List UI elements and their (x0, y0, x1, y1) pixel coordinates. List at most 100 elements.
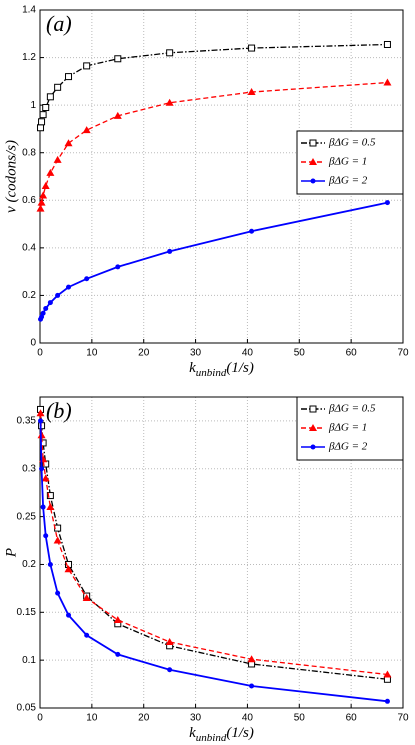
marker (64, 565, 73, 573)
x-tick-label: 20 (138, 348, 150, 359)
marker (247, 88, 256, 96)
marker (83, 62, 91, 70)
legend-label: βΔG = 1 (328, 156, 367, 168)
y-tick-label: 0.2 (22, 559, 36, 570)
marker (309, 158, 317, 165)
marker (47, 300, 53, 306)
marker (84, 276, 90, 282)
marker (115, 264, 121, 270)
x-tick-label: 50 (294, 713, 306, 724)
marker (249, 683, 255, 689)
marker (165, 98, 174, 106)
marker (383, 670, 392, 678)
marker (383, 78, 392, 86)
marker (55, 292, 61, 298)
panel: 0 10 20 30 40 50 60 70 0.05 0.1 0.15 0.2 0.25 0.3 0.35… (3, 396, 409, 744)
marker (38, 118, 46, 126)
series-line (39, 420, 388, 703)
marker (37, 124, 45, 132)
y-tick-label: 0.1 (22, 655, 36, 666)
y-tick-label: 0.25 (17, 511, 37, 522)
marker (39, 466, 45, 472)
axes-frame (39, 396, 404, 709)
marker (43, 306, 49, 312)
marker (114, 55, 122, 63)
x-axis-label: kunbind(1/s) (189, 360, 254, 378)
marker (310, 178, 316, 184)
y-tick-label: 1.4 (22, 5, 36, 16)
marker (46, 503, 55, 511)
marker (247, 655, 256, 663)
x-axis-label: kunbind(1/s) (189, 725, 254, 743)
marker (309, 424, 317, 431)
marker (309, 405, 317, 413)
marker (65, 73, 73, 81)
marker (66, 612, 72, 618)
marker (36, 409, 45, 417)
legend-label: βΔG = 0.5 (328, 403, 376, 415)
marker (167, 248, 173, 254)
legend: βΔG = 0.5 βΔG = 1 βΔG = 2 (296, 396, 404, 461)
x-tick-label: 70 (397, 348, 409, 359)
marker (41, 182, 50, 190)
legend-label: βΔG = 1 (328, 422, 367, 434)
y-tick-label: 0.05 (17, 703, 37, 714)
marker (82, 126, 91, 134)
marker (47, 561, 53, 567)
marker (46, 168, 55, 176)
y-tick-label: 1 (30, 100, 36, 111)
marker (64, 139, 73, 147)
y-tick-label: 0.8 (22, 147, 36, 158)
y-axis-label: v (codons/s) (3, 140, 19, 213)
marker (40, 310, 46, 316)
x-tick-label: 10 (86, 348, 98, 359)
marker (42, 104, 50, 112)
x-tick-label: 70 (397, 713, 409, 724)
x-tick-label: 0 (37, 713, 43, 724)
legend-label: βΔG = 2 (328, 175, 368, 187)
marker (40, 504, 46, 510)
marker (384, 698, 390, 704)
marker (310, 444, 316, 450)
x-tick-label: 0 (37, 348, 43, 359)
x-axis-label-unit: (1/s) (226, 725, 254, 741)
marker (55, 590, 61, 596)
x-axis-label-main: k (189, 725, 196, 741)
marker (383, 40, 391, 48)
marker (39, 191, 48, 199)
x-tick-label: 10 (86, 713, 98, 724)
x-tick-label: 60 (346, 348, 358, 359)
series-line (39, 409, 388, 680)
marker (53, 536, 62, 544)
marker (36, 204, 45, 212)
y-tick-label: 0.15 (17, 607, 37, 618)
x-tick-label: 20 (138, 713, 150, 724)
marker (38, 418, 44, 424)
marker (165, 637, 174, 645)
marker (84, 632, 90, 638)
marker (39, 111, 47, 119)
x-axis-label-main: k (189, 360, 196, 376)
y-axis-label: P (3, 548, 19, 558)
y-tick-label: 0.6 (22, 195, 36, 206)
marker (113, 615, 122, 623)
y-tick-label: 0.2 (22, 290, 36, 301)
marker (166, 49, 174, 57)
marker (249, 228, 255, 234)
marker (309, 139, 317, 147)
legend: βΔG = 0.5 βΔG = 1 βΔG = 2 (296, 130, 404, 195)
x-axis-label-sub: unbind (196, 732, 227, 744)
marker (66, 284, 72, 290)
annotation: (b) (46, 398, 72, 423)
marker (53, 155, 62, 163)
marker (54, 83, 62, 91)
marker (115, 651, 121, 657)
x-tick-label: 30 (190, 348, 202, 359)
y-tick-label: 0.3 (22, 463, 36, 474)
legend-label: βΔG = 2 (328, 441, 368, 453)
marker (384, 200, 390, 206)
x-tick-label: 50 (294, 348, 306, 359)
x-tick-label: 60 (346, 713, 358, 724)
marker (46, 93, 54, 101)
